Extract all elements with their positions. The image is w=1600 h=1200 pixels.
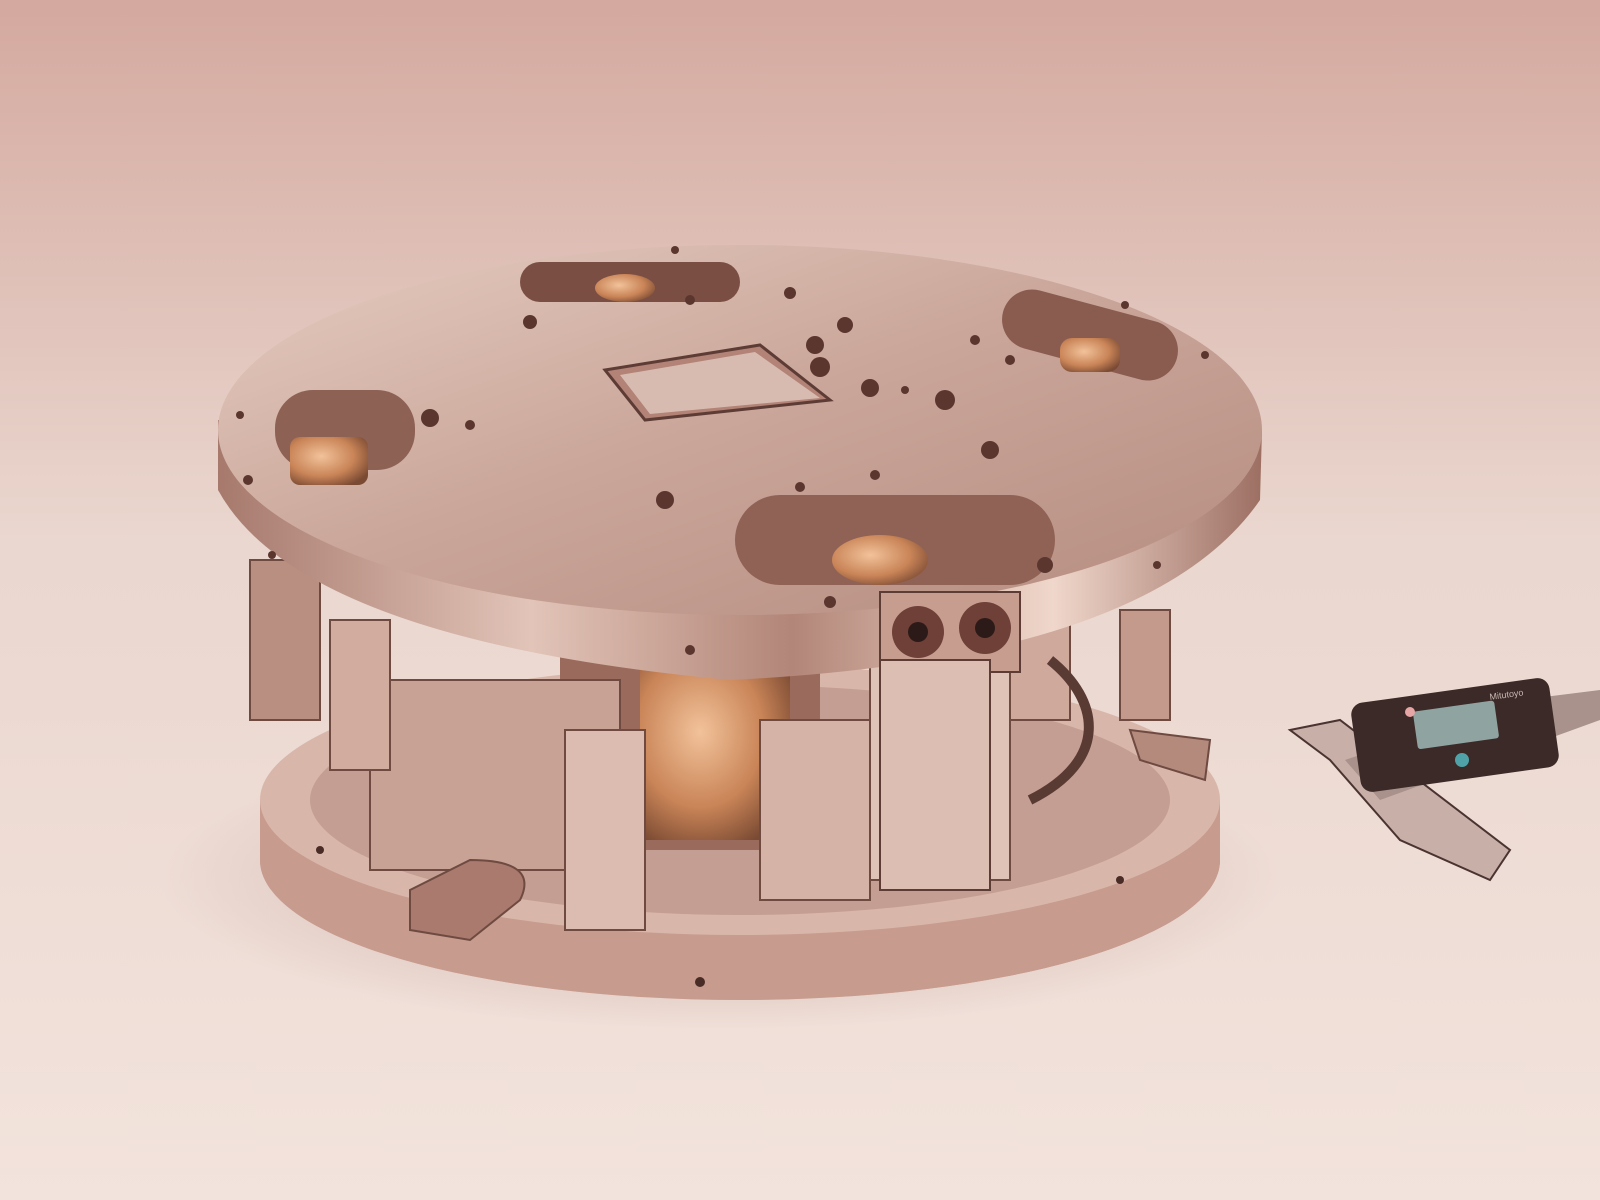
base-notch bbox=[1128, 728, 1212, 782]
caliper-button bbox=[1455, 753, 1469, 767]
digital-caliper: Mitutoyo bbox=[1287, 678, 1600, 882]
caliper-brand: Mitutoyo bbox=[1489, 687, 1524, 702]
support-block bbox=[249, 559, 321, 721]
base-hole bbox=[1116, 876, 1124, 884]
plate-holes bbox=[236, 246, 1209, 655]
slot-left bbox=[275, 390, 415, 485]
support-block bbox=[564, 729, 646, 931]
caliper-button bbox=[1405, 707, 1415, 717]
top-plate bbox=[218, 245, 1262, 891]
clamp-block bbox=[879, 591, 1021, 891]
base-hole bbox=[316, 846, 324, 854]
copper-screw bbox=[832, 535, 928, 585]
cable bbox=[1027, 656, 1094, 805]
support-block bbox=[759, 719, 871, 901]
copper-screw bbox=[290, 437, 368, 485]
base-hole bbox=[695, 977, 705, 987]
slot-right bbox=[1002, 289, 1178, 381]
caliper-lcd bbox=[1413, 700, 1499, 749]
support-block bbox=[1119, 609, 1171, 721]
slot-top bbox=[520, 262, 740, 302]
copper-screw bbox=[1060, 338, 1120, 372]
base-notch bbox=[409, 858, 526, 942]
slot-front bbox=[735, 495, 1055, 585]
support-block bbox=[329, 619, 391, 771]
